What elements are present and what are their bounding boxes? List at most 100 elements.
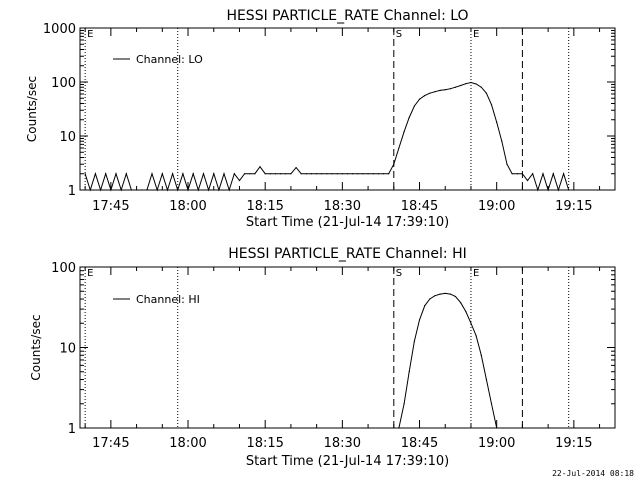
panel-1-data-point [99,189,102,191]
panel-1-data-point [166,189,169,191]
panel-1-data-point [120,189,122,191]
panel-1-data-point [187,189,189,191]
panel-1-x-tick-label: 18:30 [324,199,361,214]
panel-1-data-point [352,173,354,175]
panel-1-data-point [568,189,570,191]
panel-1-data-point [331,173,333,175]
panel-1-data-point [326,173,328,175]
panel-1-data-point [156,189,158,191]
panel-1-data-point [202,173,205,175]
panel-1-data-point [496,121,498,123]
panel-1-x-tick-label: 19:00 [478,199,515,214]
panel-1-data-point [542,173,544,175]
panel-1-data-point [336,173,338,175]
panel-1-data-point [408,116,410,119]
panel-1-data-point [84,173,86,175]
panel-1-data-point [485,92,487,94]
panel-1-data-point [105,173,107,175]
panel-1-data-point [465,83,467,85]
panel-1-data-point [434,91,436,93]
panel-1-data-point [213,173,215,175]
panel-1-data-point [444,89,446,91]
panel-1-data-point [501,140,503,142]
panel-1-data-point [151,173,153,175]
panel-2-data-point [454,295,457,298]
panel-1-data-point [552,173,554,175]
panel-1-data-point [470,81,472,84]
footer-date: 22-Jul-2014 08:18 [552,469,634,478]
panel-2-chart-title: HESSI PARTICLE_RATE Channel: HI [228,246,466,262]
panel-2-y-tick-label: 1 [68,422,76,437]
panel-1-data-point [305,173,307,175]
panel-1-data-point [254,173,256,175]
panel-1-data-point [228,189,230,191]
panel-1-data-point [460,84,462,87]
panel-1-x-tick-label: 18:00 [169,199,206,214]
panel-2-marker-label: S [396,268,402,279]
panel-1-data-point [141,189,143,191]
panel-1-data-point [115,173,117,175]
panel-1-data-point [244,173,246,175]
panel-2-data-point [424,305,426,307]
panel-2-data-point [439,293,441,295]
panel-2-x-tick-label: 18:15 [246,436,283,451]
panel-1-data-point [110,189,112,191]
panel-2-data-point [398,427,400,429]
panel-1-data-point [94,173,97,175]
panel-1-x-tick-label: 18:45 [401,199,438,214]
panel-1-chart-title: HESSI PARTICLE_RATE Channel: LO [226,8,468,24]
panel-2-plot-frame [79,266,616,429]
panel-1-data-point [171,173,174,175]
panel-2-data-point [485,378,487,381]
panel-1-plot-frame [79,27,616,191]
panel-1-data-point [516,173,518,175]
panel-1-data-point [562,173,565,175]
panel-2-x-tick-label: 18:45 [401,436,438,451]
panel-1-data-point [398,147,400,149]
panel-1-data-point [280,173,282,175]
panel-1-data-point [454,86,457,88]
panel-1-data-point [480,86,482,88]
panel-1-data-point [511,173,513,175]
panel-1-data-point [249,173,251,175]
panel-2-data-point [429,298,431,300]
panel-1-data-point [135,189,138,191]
panel-2-data-point [408,371,410,373]
panel-1-data-point [490,104,493,106]
panel-1-legend-label: Channel: LO [136,53,203,66]
panel-1-x-tick-label: 19:15 [555,199,592,214]
panel-1-data-point [424,94,426,97]
panel-2-series-line-1 [398,292,498,429]
panel-1-data-point [192,173,194,175]
panel-1-data-point [146,189,148,191]
panel-1-data-point [346,173,349,175]
panel-1-x-tick-label: 17:45 [92,199,129,214]
panel-2-x-tick-label: 19:00 [478,436,515,451]
panel-1-data-point [547,189,549,191]
panel-1-data-point [362,173,364,175]
panel-2-marker-label: E [87,268,93,279]
panel-2-data-point [434,295,436,297]
panel-2-data-point [418,319,421,321]
panel-1-data-point [259,166,261,168]
panel-1-data-point [233,173,235,175]
panel-2-data-point [444,292,446,294]
panel-1-data-point [341,173,343,175]
panel-1-data-point [223,173,225,175]
panel-2-data-point [496,427,498,429]
panel-1-x-axis-label: Start Time (21-Jul-14 17:39:10) [246,215,449,230]
panel-1-data-point [310,173,313,175]
panel-1-data-point [372,173,374,175]
panel-1-data-point [274,173,277,175]
panel-2-data-point [413,340,415,342]
panel-1-data-point [285,173,287,175]
panel-1-data-point [439,89,441,91]
panel-1-data-point [357,173,359,175]
panel-2-data-point [465,310,467,313]
panel-1-y-tick-label: 100 [51,76,76,91]
panel-1-x-tick-label: 18:15 [246,199,283,214]
panel-2-data-point [449,293,451,295]
panel-1-data-point [197,189,199,191]
panel-1-data-point [521,173,524,175]
